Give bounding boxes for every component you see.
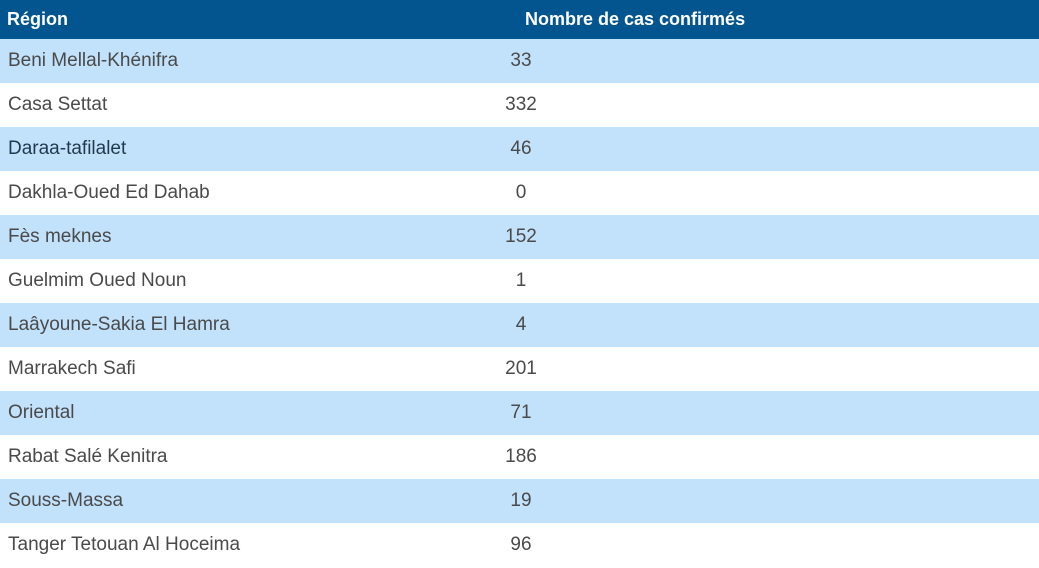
count-cell: 0	[516, 171, 1039, 215]
table-row: Laâyoune-Sakia El Hamra 4	[0, 303, 1039, 347]
table-row: Casa Settat 332	[0, 83, 1039, 127]
count-cell: 332	[505, 83, 1039, 127]
count-cell: 186	[505, 435, 1039, 479]
count-cell: 33	[510, 39, 1039, 83]
count-cell: 4	[516, 303, 1039, 347]
count-value: 46	[510, 138, 532, 159]
table-row: Rabat Salé Kenitra 186	[0, 435, 1039, 479]
count-value: 33	[510, 50, 532, 71]
count-value: 201	[505, 358, 537, 379]
region-cell: Dakhla-Oued Ed Dahab	[0, 171, 520, 215]
region-cell: Guelmim Oued Noun	[0, 259, 520, 303]
count-cell: 201	[505, 347, 1039, 391]
region-cell: Tanger Tetouan Al Hoceima	[0, 523, 520, 567]
region-cell: Marrakech Safi	[0, 347, 520, 391]
table-row: Souss-Massa 19	[0, 479, 1039, 523]
count-cell: 71	[510, 391, 1039, 435]
region-cell: Rabat Salé Kenitra	[0, 435, 520, 479]
count-cell: 46	[510, 127, 1039, 171]
count-cell: 152	[505, 215, 1039, 259]
table-row: Oriental 71	[0, 391, 1039, 435]
table-row: Dakhla-Oued Ed Dahab 0	[0, 171, 1039, 215]
count-value: 186	[505, 446, 537, 467]
count-value: 152	[505, 226, 537, 247]
header-row: Région Nombre de cas confirmés	[0, 0, 1039, 39]
table-body: Beni Mellal-Khénifra 33 Casa Settat 332 …	[0, 39, 1039, 567]
table-row: Tanger Tetouan Al Hoceima 96	[0, 523, 1039, 567]
table-row: Beni Mellal-Khénifra 33	[0, 39, 1039, 83]
table-row: Fès meknes 152	[0, 215, 1039, 259]
column-header-count: Nombre de cas confirmés	[520, 0, 1039, 39]
count-value: 71	[510, 402, 532, 423]
count-value: 19	[510, 490, 532, 511]
table-row: Daraa-tafilalet 46	[0, 127, 1039, 171]
count-cell: 1	[516, 259, 1039, 303]
region-cell: Oriental	[0, 391, 520, 435]
region-cell: Daraa-tafilalet	[0, 127, 520, 171]
region-cell: Laâyoune-Sakia El Hamra	[0, 303, 520, 347]
region-cell: Fès meknes	[0, 215, 520, 259]
table-row: Guelmim Oued Noun 1	[0, 259, 1039, 303]
count-cell: 19	[510, 479, 1039, 523]
region-cell: Beni Mellal-Khénifra	[0, 39, 520, 83]
count-value: 4	[515, 314, 527, 335]
table-header: Région Nombre de cas confirmés	[0, 0, 1039, 39]
count-cell: 96	[510, 523, 1039, 567]
region-cell: Souss-Massa	[0, 479, 520, 523]
count-value: 332	[505, 94, 537, 115]
column-header-region: Région	[0, 0, 520, 39]
count-value: 0	[515, 182, 527, 203]
count-value: 1	[515, 270, 527, 291]
table-row: Marrakech Safi 201	[0, 347, 1039, 391]
count-value: 96	[510, 534, 532, 555]
region-cell: Casa Settat	[0, 83, 520, 127]
